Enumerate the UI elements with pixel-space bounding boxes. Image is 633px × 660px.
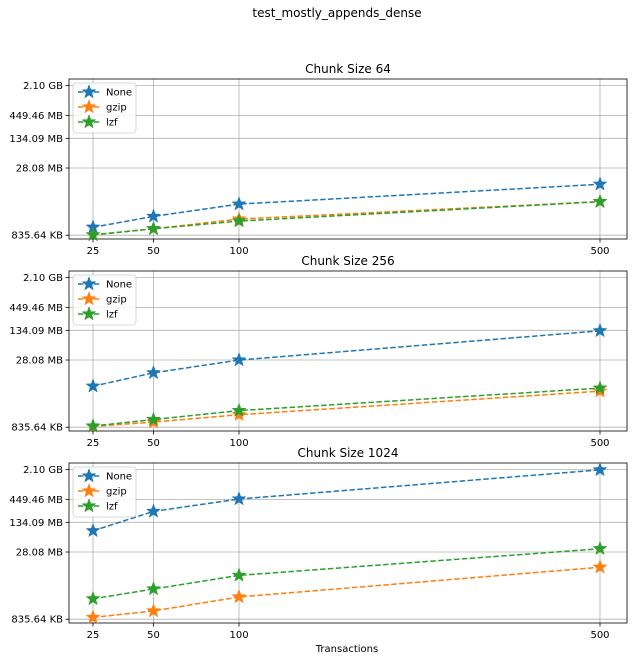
- axes-frame: [68, 270, 628, 432]
- series-line: [92, 387, 601, 427]
- data-point-star: [85, 522, 101, 538]
- data-point-star: [145, 411, 162, 426]
- data-point-star: [85, 378, 101, 393]
- data-point-star: [145, 581, 162, 596]
- y-tick-label: 134.09 MB: [9, 518, 63, 529]
- x-tick-label: 100: [229, 438, 248, 449]
- axes-frame: [68, 78, 628, 240]
- x-tick-label: 50: [147, 630, 160, 641]
- legend-swatch-star: [81, 84, 97, 99]
- legend-label: gzip: [106, 295, 127, 306]
- figure-suptitle: test_mostly_appends_dense: [252, 6, 421, 20]
- y-tick-label: 835.64 KB: [11, 231, 63, 242]
- series-line: [92, 330, 601, 387]
- y-tick-label: 449.46 MB: [9, 495, 63, 506]
- x-axis-label: Transactions: [315, 644, 378, 655]
- series-line: [92, 469, 601, 532]
- legend-swatch-star: [81, 291, 97, 306]
- data-point-star: [145, 603, 162, 618]
- chart-panel: Chunk Size 1024 2.10 GB 449.46 MB 134.09 MB…: [9, 446, 628, 641]
- chart-title: Chunk Size 64: [305, 62, 391, 76]
- x-tick-label: 500: [590, 438, 609, 449]
- data-point-star: [592, 176, 608, 191]
- legend-swatch-star: [81, 483, 97, 498]
- x-tick-label: 25: [87, 438, 100, 449]
- data-point-star: [145, 220, 162, 236]
- data-point-star: [592, 559, 608, 574]
- axes-frame: [68, 462, 628, 624]
- legend-label: lzf: [106, 502, 118, 513]
- series-line: [92, 183, 601, 228]
- series-line: [92, 200, 601, 236]
- y-tick-label: 835.64 KB: [11, 423, 63, 434]
- data-point-star: [592, 322, 608, 338]
- legend-label: gzip: [106, 103, 127, 114]
- data-point-star: [85, 590, 101, 606]
- data-point-star: [592, 461, 608, 477]
- y-tick-label: 28.08 MB: [16, 164, 63, 175]
- y-tick-label: 28.08 MB: [16, 356, 63, 367]
- chart-panel: Chunk Size 256 2.10 GB 449.46 MB 134.09 MB 2…: [9, 254, 628, 449]
- y-tick-label: 134.09 MB: [9, 134, 63, 145]
- data-point-star: [85, 609, 101, 624]
- legend-swatch-star: [81, 99, 97, 114]
- data-point-star: [231, 589, 247, 604]
- x-tick-label: 500: [590, 630, 609, 641]
- data-point-star: [231, 196, 247, 211]
- x-tick-label: 25: [87, 246, 100, 257]
- data-point-star: [145, 503, 162, 518]
- data-point-star: [145, 364, 162, 380]
- series-line: [92, 200, 601, 236]
- data-point-star: [231, 567, 247, 582]
- y-tick-label: 449.46 MB: [9, 111, 63, 122]
- series-line: [92, 566, 601, 619]
- y-tick-label: 2.10 GB: [23, 465, 63, 476]
- y-tick-label: 2.10 GB: [23, 81, 63, 92]
- data-point-star: [592, 540, 608, 556]
- legend-label: lzf: [106, 310, 118, 321]
- legend-swatch-star: [81, 498, 97, 513]
- legend-swatch-star: [81, 468, 97, 483]
- legend-swatch-star: [81, 276, 97, 291]
- x-tick-label: 25: [87, 630, 100, 641]
- data-point-star: [231, 402, 247, 418]
- data-point-star: [231, 491, 247, 506]
- data-point-star: [85, 418, 101, 433]
- chart-panels: Chunk Size 64 2.10 GB 449.46 MB 134.09 MB 28…: [9, 62, 628, 641]
- legend-swatch-star: [81, 306, 97, 321]
- legend-label: None: [106, 472, 132, 483]
- chart-title: Chunk Size 1024: [298, 446, 399, 460]
- x-tick-label: 500: [590, 246, 609, 257]
- x-tick-label: 50: [147, 438, 160, 449]
- series-line: [92, 390, 601, 428]
- y-tick-label: 2.10 GB: [23, 273, 63, 284]
- data-point-star: [592, 380, 608, 395]
- data-point-star: [592, 193, 608, 209]
- legend-label: None: [106, 280, 132, 291]
- legend-swatch-star: [81, 114, 97, 129]
- y-tick-label: 134.09 MB: [9, 326, 63, 337]
- legend-label: None: [106, 88, 132, 99]
- legend-label: gzip: [106, 487, 127, 498]
- legend-label: lzf: [106, 118, 118, 129]
- x-tick-label: 50: [147, 246, 160, 257]
- x-tick-label: 100: [229, 630, 248, 641]
- data-point-star: [231, 352, 247, 367]
- chart-panel: Chunk Size 64 2.10 GB 449.46 MB 134.09 MB 28…: [9, 62, 628, 257]
- y-tick-label: 835.64 KB: [11, 615, 63, 626]
- series-line: [92, 547, 601, 600]
- chart-title: Chunk Size 256: [301, 254, 394, 268]
- y-tick-label: 28.08 MB: [16, 548, 63, 559]
- data-point-star: [231, 406, 247, 422]
- x-tick-label: 100: [229, 246, 248, 257]
- y-tick-label: 449.46 MB: [9, 303, 63, 314]
- data-point-star: [145, 208, 162, 223]
- data-point-star: [85, 226, 101, 242]
- data-point-star: [231, 213, 247, 228]
